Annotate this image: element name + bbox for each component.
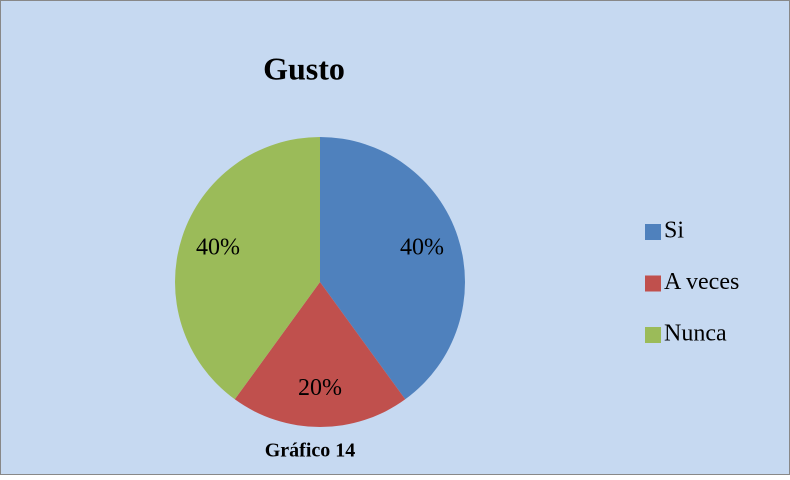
- chart-caption: Gráfico 14: [265, 440, 356, 462]
- data-label: 40%: [400, 234, 444, 260]
- legend-swatch: [645, 327, 661, 343]
- pie-slice: [320, 137, 465, 400]
- data-label: 20%: [298, 375, 342, 401]
- legend-label: Nunca: [664, 321, 727, 347]
- legend-swatch: [645, 224, 661, 240]
- chart-title: Gusto: [263, 50, 345, 86]
- legend-label: A veces: [664, 269, 739, 295]
- data-label: 40%: [196, 234, 240, 260]
- pie-slice: [234, 282, 406, 427]
- legend-label: Si: [664, 218, 684, 244]
- legend-swatch: [645, 275, 661, 292]
- pie-slice: [175, 137, 320, 400]
